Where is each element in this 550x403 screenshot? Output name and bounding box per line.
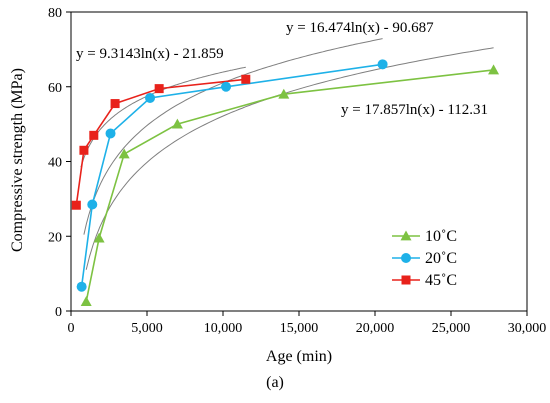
legend-marker-1: [401, 253, 411, 263]
legend-marker-2: [401, 275, 411, 285]
y-tick-label: 80: [48, 6, 62, 21]
legend-label-1: 20˚C: [425, 250, 457, 267]
y-tick-label: 40: [48, 156, 62, 171]
fit-curve-1: [83, 38, 383, 235]
data-point-1-5: [377, 59, 388, 70]
figure-caption: (a): [266, 374, 284, 391]
axis-ticks: 0 5,000 10,000 15,000 20,000 25,000 30,000 0 20 4…: [48, 6, 546, 336]
legend: 10˚C 20˚C 45˚C: [392, 228, 457, 289]
legend-label-2: 45˚C: [425, 272, 457, 289]
y-axis-label: Compressive strength (MPa): [9, 68, 26, 252]
legend-marker-0: [400, 230, 412, 241]
data-point-0-5: [488, 64, 500, 75]
fit-equation-20c: y = 16.474ln(x) - 90.687: [286, 20, 434, 36]
data-point-2-4: [154, 84, 164, 94]
fit-equation-45c: y = 9.3143ln(x) - 21.859: [76, 46, 224, 62]
fit-curve-0: [85, 47, 494, 270]
data-point-2-2: [89, 130, 99, 140]
data-point-0-1: [93, 232, 105, 243]
series-line-1: [80, 63, 383, 287]
x-tick-label: 0: [68, 321, 75, 336]
x-tick-label: 20,000: [356, 321, 395, 336]
data-point-0-3: [171, 118, 183, 129]
series-lines: [75, 63, 494, 302]
x-tick-label: 15,000: [280, 321, 319, 336]
series-line-2: [75, 78, 246, 206]
data-point-2-1: [79, 145, 89, 155]
data-point-1-0: [76, 281, 87, 292]
data-point-1-3: [145, 92, 156, 103]
data-point-2-0: [71, 200, 81, 210]
data-point-2-5: [241, 74, 251, 84]
y-tick-label: 0: [55, 305, 62, 320]
legend-label-0: 10˚C: [425, 228, 457, 245]
data-point-1-1: [87, 199, 98, 210]
y-tick-label: 20: [48, 230, 62, 245]
data-markers: [71, 59, 500, 307]
data-point-0-0: [80, 296, 92, 307]
x-tick-label: 25,000: [432, 321, 471, 336]
x-tick-label: 10,000: [204, 321, 243, 336]
data-point-2-3: [110, 99, 120, 109]
x-axis-label: Age (min): [266, 348, 332, 365]
data-point-0-2: [118, 148, 130, 159]
fit-equation-10c: y = 17.857ln(x) - 112.31: [341, 102, 488, 118]
data-point-0-4: [278, 88, 290, 99]
y-tick-label: 60: [48, 81, 62, 96]
data-point-1-4: [221, 81, 232, 92]
x-tick-label: 30,000: [508, 321, 547, 336]
series-line-0: [85, 69, 494, 302]
x-tick-label: 5,000: [131, 321, 163, 336]
data-point-1-2: [105, 128, 116, 139]
